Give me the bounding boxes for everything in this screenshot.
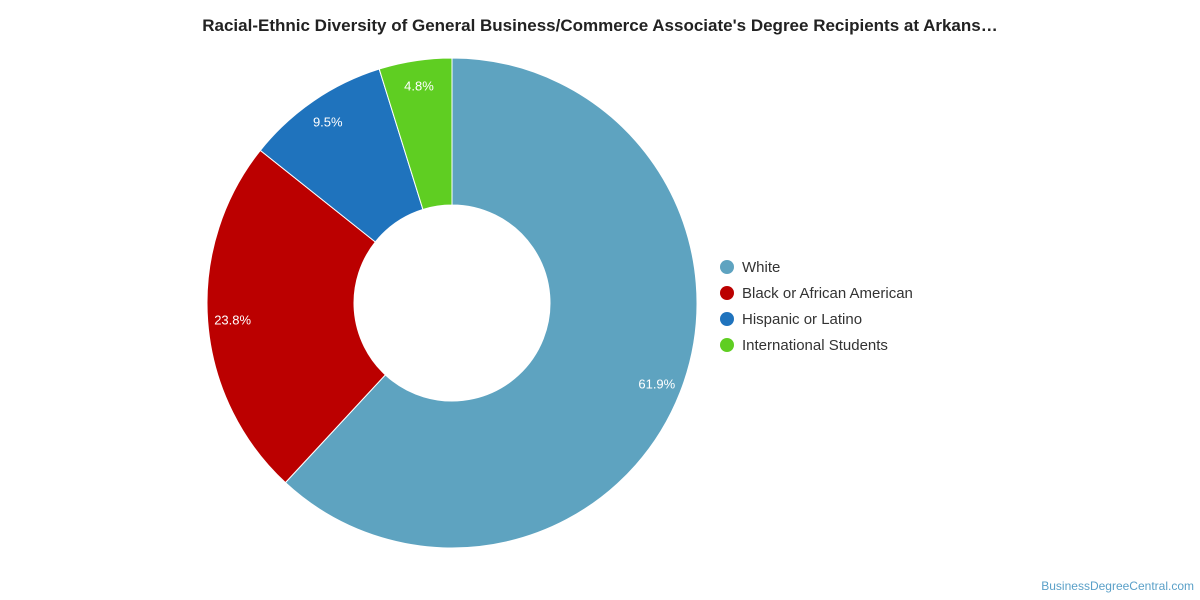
legend-marker-hispanic-or-latino bbox=[720, 312, 734, 326]
legend-item-black-or-african-american[interactable]: Black or African American bbox=[720, 280, 913, 306]
chart-title: Racial-Ethnic Diversity of General Busin… bbox=[202, 16, 998, 35]
slice-label-hispanic-or-latino: 9.5% bbox=[313, 114, 343, 129]
legend-label-white: White bbox=[742, 258, 781, 276]
legend-marker-black-or-african-american bbox=[720, 286, 734, 300]
legend-label-hispanic-or-latino: Hispanic or Latino bbox=[742, 310, 863, 328]
slice-label-white: 61.9% bbox=[638, 376, 675, 391]
legend-label-international-students: International Students bbox=[742, 336, 888, 354]
legend-marker-white bbox=[720, 260, 734, 274]
slice-white[interactable] bbox=[284, 57, 698, 549]
watermark[interactable]: BusinessDegreeCentral.com bbox=[1041, 579, 1194, 593]
legend-item-international-students[interactable]: International Students bbox=[720, 332, 913, 358]
legend-item-white[interactable]: White bbox=[720, 254, 913, 280]
legend: White Black or African American Hispanic… bbox=[720, 254, 913, 358]
slice-black-or-african-american[interactable] bbox=[206, 149, 387, 484]
slice-label-international-students: 4.8% bbox=[404, 78, 434, 93]
slice-international-students[interactable] bbox=[378, 57, 453, 211]
legend-marker-international-students bbox=[720, 338, 734, 352]
legend-label-black-or-african-american: Black or African American bbox=[742, 284, 913, 302]
legend-item-hispanic-or-latino[interactable]: Hispanic or Latino bbox=[720, 306, 913, 332]
slice-label-black-or-african-american: 23.8% bbox=[214, 313, 251, 328]
